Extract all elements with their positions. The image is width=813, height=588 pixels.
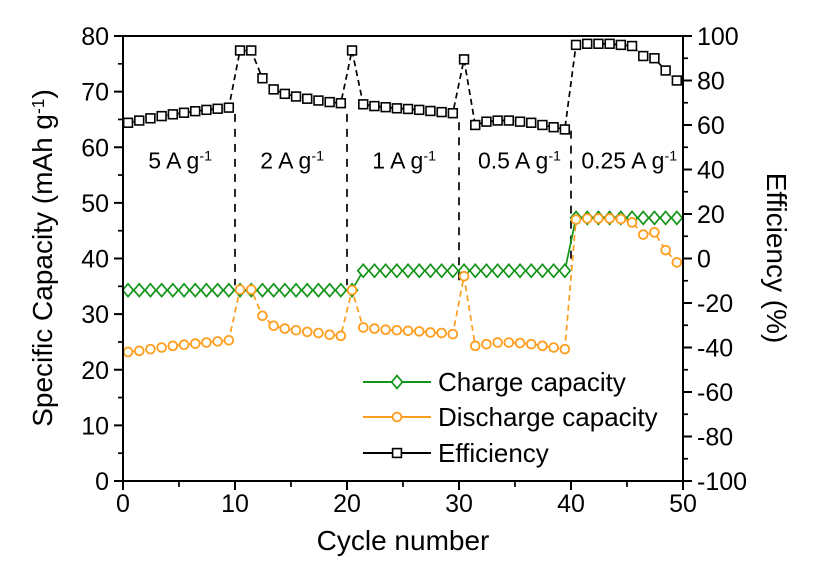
y-left-axis-ticks: 0 10 20 30 40 50 60 70 80 xyxy=(81,23,123,496)
rate-annotation: 5 A g-1 xyxy=(148,147,212,173)
svg-text:-40: -40 xyxy=(697,335,733,363)
svg-text:20: 20 xyxy=(333,490,361,518)
legend-label-efficiency: Efficiency xyxy=(438,438,549,468)
rate-annotation: 2 A g-1 xyxy=(260,147,324,173)
svg-text:70: 70 xyxy=(81,79,109,107)
legend-label-discharge: Discharge capacity xyxy=(438,402,658,432)
svg-text:40: 40 xyxy=(557,490,585,518)
legend: Charge capacity Discharge capacity Effic… xyxy=(438,367,658,468)
svg-text:-60: -60 xyxy=(697,379,733,407)
svg-text:50: 50 xyxy=(81,190,109,218)
x-axis-title: Cycle number xyxy=(317,525,490,556)
svg-text:30: 30 xyxy=(445,490,473,518)
rate-annotation: 0.5 A g-1 xyxy=(478,147,561,173)
svg-text:80: 80 xyxy=(81,23,109,51)
svg-text:80: 80 xyxy=(697,68,725,96)
y-right-axis-ticks: -100 -80 -60 -40 -20 0 20 40 60 80 100 xyxy=(683,23,747,496)
svg-text:0: 0 xyxy=(116,490,130,518)
y-left-axis-title: Specific Capacity (mAh g-1) xyxy=(27,89,58,427)
svg-text:40: 40 xyxy=(697,157,725,185)
legend-label-charge: Charge capacity xyxy=(438,367,626,397)
svg-text:10: 10 xyxy=(221,490,249,518)
svg-text:100: 100 xyxy=(697,23,739,51)
svg-text:40: 40 xyxy=(81,246,109,274)
svg-text:60: 60 xyxy=(697,112,725,140)
svg-text:20: 20 xyxy=(81,357,109,385)
svg-text:30: 30 xyxy=(81,301,109,329)
series-efficiency xyxy=(122,38,683,135)
series-discharge-capacity xyxy=(122,213,683,358)
chart-generated-layers: 5 A g-1 2 A g-1 1 A g-1 0.5 A g-1 0.25 A g-1… xyxy=(27,23,747,518)
x-axis-ticks: 0 10 20 30 40 50 xyxy=(116,481,697,518)
rate-annotation: 0.25 A g-1 xyxy=(581,147,677,173)
rate-annotation: 1 A g-1 xyxy=(372,147,436,173)
svg-text:-80: -80 xyxy=(697,424,733,452)
y-right-axis-title: Efficiency (%) xyxy=(761,173,792,344)
svg-text:10: 10 xyxy=(81,412,109,440)
svg-text:60: 60 xyxy=(81,134,109,162)
svg-text:0: 0 xyxy=(95,468,109,496)
svg-text:-20: -20 xyxy=(697,290,733,318)
legend-symbols xyxy=(363,374,431,459)
rate-annotations: 5 A g-1 2 A g-1 1 A g-1 0.5 A g-1 0.25 A g-1 xyxy=(148,147,677,173)
svg-text:0: 0 xyxy=(697,246,711,274)
series-charge-capacity xyxy=(121,210,684,298)
svg-text:50: 50 xyxy=(669,490,697,518)
svg-text:-100: -100 xyxy=(697,468,747,496)
separator-lines xyxy=(234,113,572,286)
svg-text:20: 20 xyxy=(697,201,725,229)
